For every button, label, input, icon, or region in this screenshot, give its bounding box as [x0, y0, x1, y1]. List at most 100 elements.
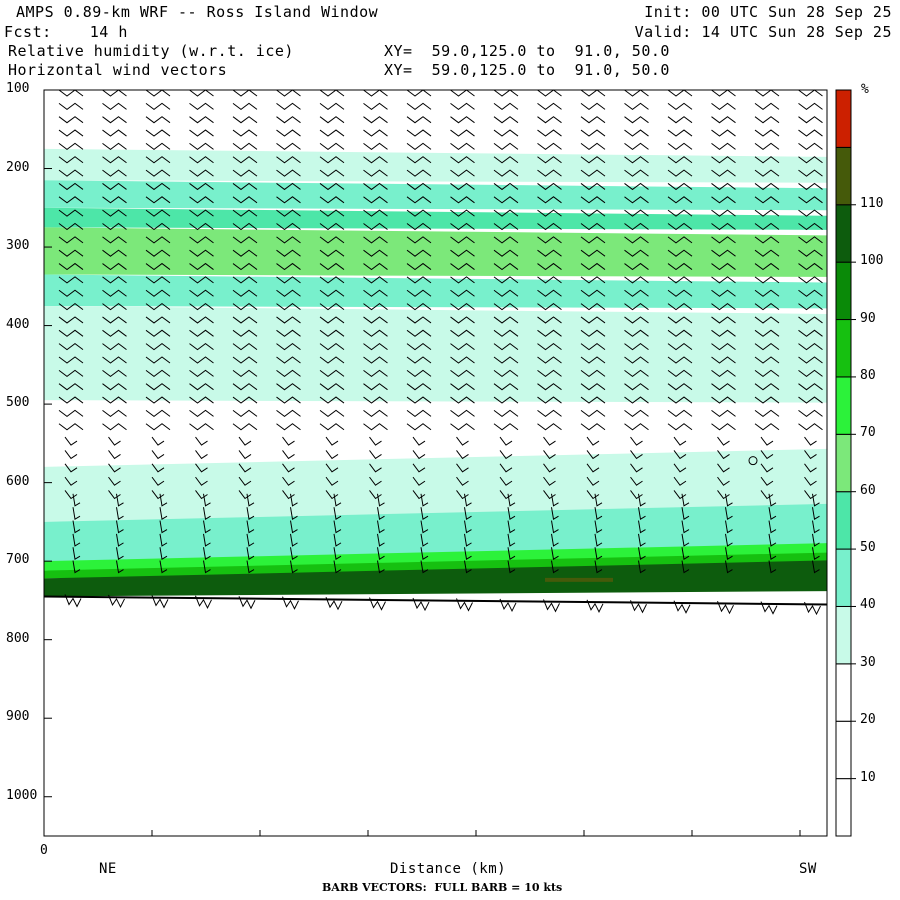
wind-barb-636	[760, 463, 774, 473]
wind-barb-227	[282, 596, 299, 610]
wind-barb-425	[537, 182, 562, 191]
wind-barb-223	[290, 520, 298, 534]
y-tick-label: 200	[6, 159, 30, 175]
colorbar-bin-5	[835, 491, 852, 550]
wind-barb-572	[711, 116, 736, 124]
wind-barb-383	[493, 129, 519, 137]
wind-barb-437	[537, 343, 562, 351]
wind-barb-570	[711, 89, 736, 97]
wind-barb-63	[102, 423, 127, 431]
wind-barb-555	[667, 396, 693, 404]
wind-barb-193	[276, 129, 301, 137]
wind-barb-420	[537, 116, 562, 124]
wind-barb-216	[282, 436, 295, 446]
colorbar-tick-label: 40	[860, 597, 876, 613]
wind-barb-276	[363, 222, 388, 231]
wind-barb-537	[667, 156, 693, 164]
wind-barb-115	[189, 102, 214, 110]
wind-barb-267	[363, 102, 388, 110]
wind-barb-376	[464, 533, 472, 547]
wind-barb-594	[711, 409, 736, 418]
header-title: AMPS 0.89-km WRF -- Ross Island Window	[16, 3, 379, 21]
wind-barb-585	[711, 289, 736, 297]
wind-barb-105	[151, 476, 165, 486]
wind-barb-620	[754, 249, 780, 257]
wind-barb-597	[717, 450, 730, 460]
wind-barb-473	[580, 316, 606, 324]
wind-barb-552	[667, 356, 693, 364]
wind-barb-677	[812, 493, 820, 507]
wind-barb-27	[64, 450, 78, 460]
wind-barb-154	[232, 116, 258, 124]
wind-barb-488	[594, 507, 603, 520]
wind-barb-192	[276, 116, 301, 124]
wind-barb-492	[594, 560, 603, 574]
wind-barb-209	[276, 343, 301, 351]
wind-barb-323	[406, 343, 432, 351]
wind-barb-531	[630, 600, 647, 614]
wind-barb-515	[624, 369, 649, 377]
wind-barb-265	[325, 596, 343, 611]
wind-barb-553	[667, 369, 693, 377]
wind-barb-661	[798, 289, 823, 297]
wind-barb-578	[711, 196, 736, 204]
wind-barb-463	[580, 182, 606, 191]
wind-barb-298	[377, 507, 385, 520]
wind-barb-614	[754, 169, 780, 177]
wind-barb-326	[406, 383, 432, 391]
wind-barb-248	[319, 356, 345, 364]
wind-barb-42	[102, 142, 127, 151]
wind-barb-506	[624, 249, 649, 257]
wind-barb-14	[58, 276, 84, 284]
wind-barb-289	[363, 396, 388, 404]
wind-barb-593	[711, 396, 736, 404]
wind-barb-79	[145, 129, 171, 137]
wind-barb-173	[232, 369, 258, 377]
wind-barb-352	[450, 222, 475, 231]
wind-barb-369	[456, 450, 469, 460]
wind-barb-362	[450, 356, 475, 364]
calm-wind-marker	[748, 456, 758, 466]
wind-barb-311	[406, 182, 432, 191]
wind-barb-317	[406, 262, 432, 271]
wind-barb-384	[493, 142, 519, 151]
wind-barb-371	[456, 476, 469, 486]
wind-barb-549	[667, 316, 693, 324]
wind-barb-217	[282, 450, 295, 460]
wind-barb-565	[681, 520, 690, 534]
wind-barb-475	[580, 343, 606, 351]
wind-barb-407	[499, 450, 513, 460]
wind-barb-379	[456, 598, 473, 612]
wind-barb-55	[102, 316, 127, 324]
wind-barb-613	[754, 156, 780, 164]
wind-barb-331	[412, 450, 426, 460]
wind-barb-296	[369, 490, 382, 500]
wind-barb-328	[406, 409, 432, 418]
wind-barb-300	[377, 533, 385, 547]
wind-barb-364	[450, 383, 475, 391]
wind-barb-562	[673, 490, 687, 500]
wind-barb-456	[580, 89, 606, 97]
wind-barb-428	[537, 222, 562, 231]
wind-barb-496	[624, 116, 649, 124]
wind-barb-524	[630, 490, 643, 500]
wind-barb-513	[624, 343, 649, 351]
wind-barb-471	[580, 289, 606, 297]
wind-barb-80	[145, 142, 171, 151]
wind-barb-133	[189, 343, 214, 351]
wind-barb-430	[537, 249, 562, 257]
wind-barb-194	[276, 142, 301, 151]
wind-barb-532	[667, 89, 693, 97]
wind-barb-385	[493, 156, 519, 164]
wind-barb-204	[276, 276, 301, 284]
wind-barb-659	[798, 262, 823, 271]
wind-barb-580	[711, 222, 736, 231]
wind-barb-5	[58, 156, 84, 164]
wind-barb-9	[58, 209, 84, 217]
wind-barb-518	[624, 409, 649, 418]
wind-barb-77	[145, 102, 171, 110]
wind-barb-443	[537, 423, 562, 431]
wind-barb-159	[232, 182, 258, 191]
wind-barb-277	[363, 236, 388, 244]
wind-barb-642	[768, 533, 777, 547]
